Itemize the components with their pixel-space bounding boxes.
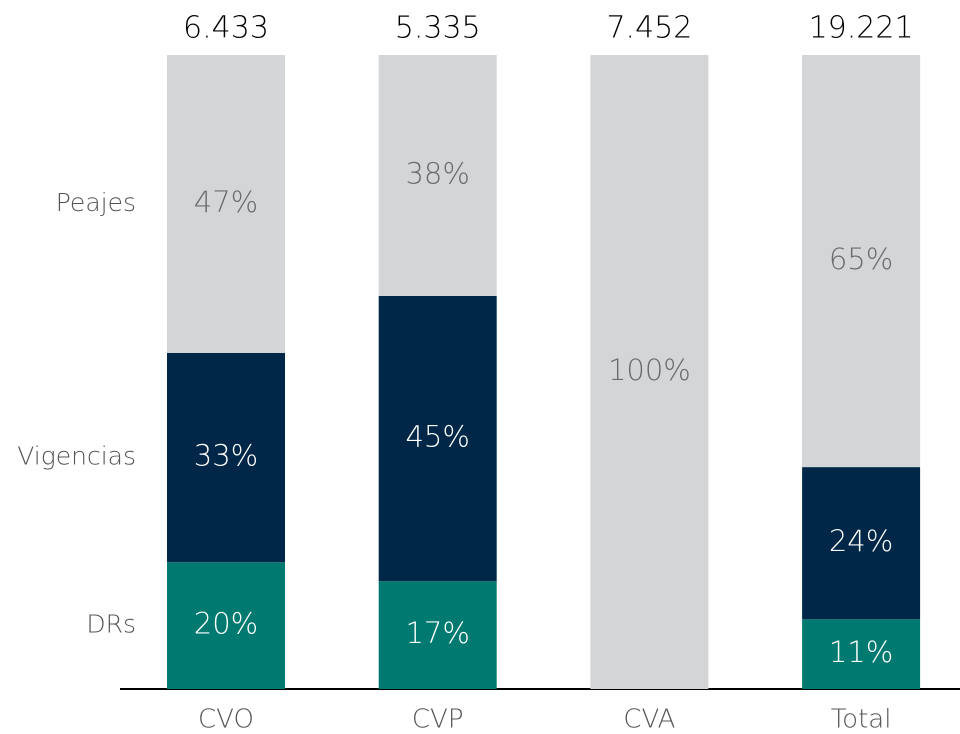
total-label: 7.452 [606,11,692,46]
bar-segment [802,467,921,620]
value-label: 38% [405,156,469,190]
bar-segment [590,55,709,689]
category-label: CVO [198,705,254,734]
bar-segment [802,55,921,468]
series-label: Vigencias [17,442,136,471]
bar-segment [378,581,497,689]
category-label: Total [831,705,892,734]
series-label: DRs [86,610,136,639]
category-label: CVP [412,705,464,734]
bar-segment [378,55,497,296]
value-label: 33% [194,439,258,473]
bar-segment [167,352,285,563]
total-label: 19.221 [809,11,914,46]
value-label: 65% [829,242,893,276]
bar-segment [378,295,497,582]
value-label: 11% [829,635,893,669]
value-label: 20% [194,607,258,641]
value-label: 17% [405,616,469,650]
value-label: 47% [194,185,258,219]
bar-segment [167,562,285,689]
bar-segment [167,55,285,353]
bar-segment [802,619,921,689]
value-label: 24% [829,524,893,558]
total-label: 6.433 [183,11,269,46]
total-label: 5.335 [395,11,481,46]
value-label: 45% [405,420,469,454]
category-label: CVA [623,705,675,734]
series-label: Peajes [56,188,136,217]
value-label: 100% [608,353,691,387]
